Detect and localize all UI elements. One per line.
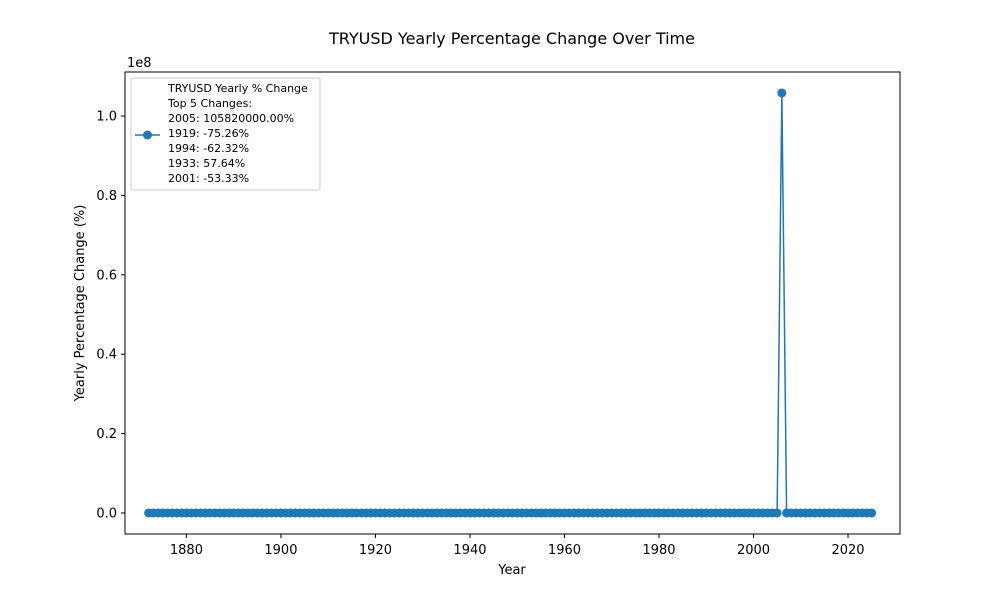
x-tick-label: 1960 [548,543,581,558]
legend-line-5: 1933: 57.64% [168,157,245,170]
legend-line-0: TRYUSD Yearly % Change [167,82,308,95]
x-tick-label: 2000 [737,543,770,558]
legend-marker-swatch [143,130,152,140]
x-tick-label: 1880 [170,543,203,558]
legend-line-3: 1919: -75.26% [168,127,249,140]
y-axis-label: Yearly Percentage Change (%) [73,205,88,403]
legend-line-1: Top 5 Changes: [167,97,252,110]
y-tick-label: 0.6 [96,268,117,283]
y-axis: 0.0 0.2 0.4 0.6 0.8 1.0 [96,110,125,521]
x-tick-label: 1920 [359,543,392,558]
legend-box [130,77,321,191]
y-tick-label: 0.0 [96,506,117,521]
y-tick-label: 0.4 [96,348,117,363]
legend-line-6: 2001: -53.33% [168,172,249,185]
data-point [867,508,877,518]
chart-title: TRYUSD Yearly Percentage Change Over Tim… [328,29,695,48]
x-axis: 1880 1900 1920 1940 1960 1980 2000 2020 [170,534,865,558]
y-scale-label: 1e8 [127,56,152,71]
y-tick-label: 1.0 [96,110,117,125]
x-axis-label: Year [497,563,526,578]
x-tick-label: 1900 [264,543,297,558]
x-tick-label: 1940 [453,543,486,558]
y-tick-label: 0.8 [96,189,117,204]
legend-line-4: 1994: -62.32% [168,142,249,155]
data-point [777,88,787,98]
legend: TRYUSD Yearly % Change Top 5 Changes: 20… [130,77,321,191]
data-point [772,508,782,518]
plot-frame [124,71,901,535]
plot-area [144,88,877,518]
legend-line-2: 2005: 105820000.00% [168,112,294,125]
x-tick-label: 2020 [831,543,864,558]
y-tick-label: 0.2 [96,427,117,442]
x-tick-label: 1980 [642,543,675,558]
